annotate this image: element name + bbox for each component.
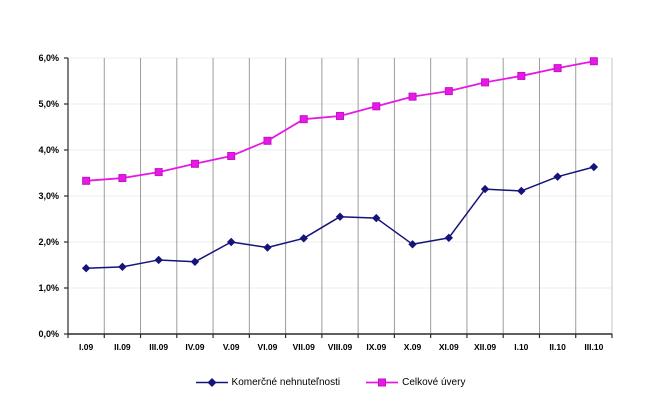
data-point-marker	[444, 87, 453, 96]
data-point-marker	[227, 151, 236, 160]
data-point-marker	[335, 212, 345, 221]
x-axis-label: IX.09	[366, 342, 386, 352]
x-axis-label: XI.09	[439, 342, 459, 352]
chart-legend: Komerčné nehnuteľnosti Celkové úvery	[0, 374, 661, 390]
x-axis-label: IV.09	[185, 342, 204, 352]
x-axis-label: II.10	[549, 342, 566, 352]
data-point-marker	[154, 168, 163, 177]
y-axis-label: 5,0%	[38, 99, 59, 109]
x-axis-label: II.09	[114, 342, 131, 352]
legend-item-komercne-nehnutelnosti: Komerčné nehnuteľnosti	[195, 376, 341, 388]
data-point-marker	[408, 92, 417, 101]
x-axis-label: I.10	[514, 342, 528, 352]
data-point-marker	[299, 234, 308, 243]
data-point-marker	[118, 174, 127, 183]
data-point-marker	[190, 257, 200, 266]
legend-label: Celkové úvery	[402, 376, 466, 388]
data-point-marker	[589, 162, 599, 172]
y-axis-label: 3,0%	[38, 191, 59, 201]
x-axis-label: VII.09	[293, 342, 315, 352]
legend-shape-0	[207, 377, 217, 387]
x-axis-label: XII.09	[474, 342, 496, 352]
y-axis-label: 0,0%	[38, 329, 59, 339]
data-point-marker	[336, 111, 344, 120]
y-axis-label: 2,0%	[38, 237, 59, 247]
data-point-marker	[227, 237, 236, 247]
x-axis-label: VIII.09	[328, 342, 353, 352]
data-point-marker	[517, 186, 526, 196]
data-point-marker	[553, 172, 562, 181]
data-point-marker	[517, 71, 526, 80]
x-axis-label: I.09	[79, 342, 93, 352]
legend-label: Komerčné nehnuteľnosti	[231, 376, 341, 388]
data-point-marker	[263, 243, 272, 252]
data-point-marker	[263, 136, 272, 145]
data-point-marker	[372, 102, 381, 111]
square-marker-icon	[366, 378, 399, 386]
legend-shape-1	[378, 378, 387, 386]
data-point-marker	[408, 240, 417, 249]
x-axis-label: III.09	[149, 342, 168, 352]
legend-item-celkove-uvery: Celkové úvery	[366, 377, 465, 388]
data-point-marker	[154, 255, 163, 265]
y-axis-label: 6,0%	[38, 53, 59, 63]
data-point-marker	[299, 115, 308, 124]
y-axis-label: 4,0%	[38, 145, 59, 155]
x-axis-label: III.10	[584, 342, 603, 352]
data-point-marker	[82, 176, 91, 185]
x-axis-label: X.09	[404, 342, 422, 352]
y-axis-label: 1,0%	[38, 283, 59, 293]
x-axis-label: VI.09	[258, 342, 278, 352]
data-point-marker	[81, 264, 91, 273]
data-point-marker	[118, 262, 127, 272]
data-point-marker	[481, 78, 490, 87]
diamond-marker-icon	[195, 377, 228, 387]
data-point-marker	[444, 233, 453, 243]
x-axis-label: V.09	[223, 342, 240, 352]
data-point-marker	[190, 159, 199, 168]
data-point-marker	[553, 64, 562, 73]
data-point-marker	[372, 213, 381, 223]
data-point-marker	[480, 184, 490, 194]
data-point-marker	[589, 57, 598, 66]
